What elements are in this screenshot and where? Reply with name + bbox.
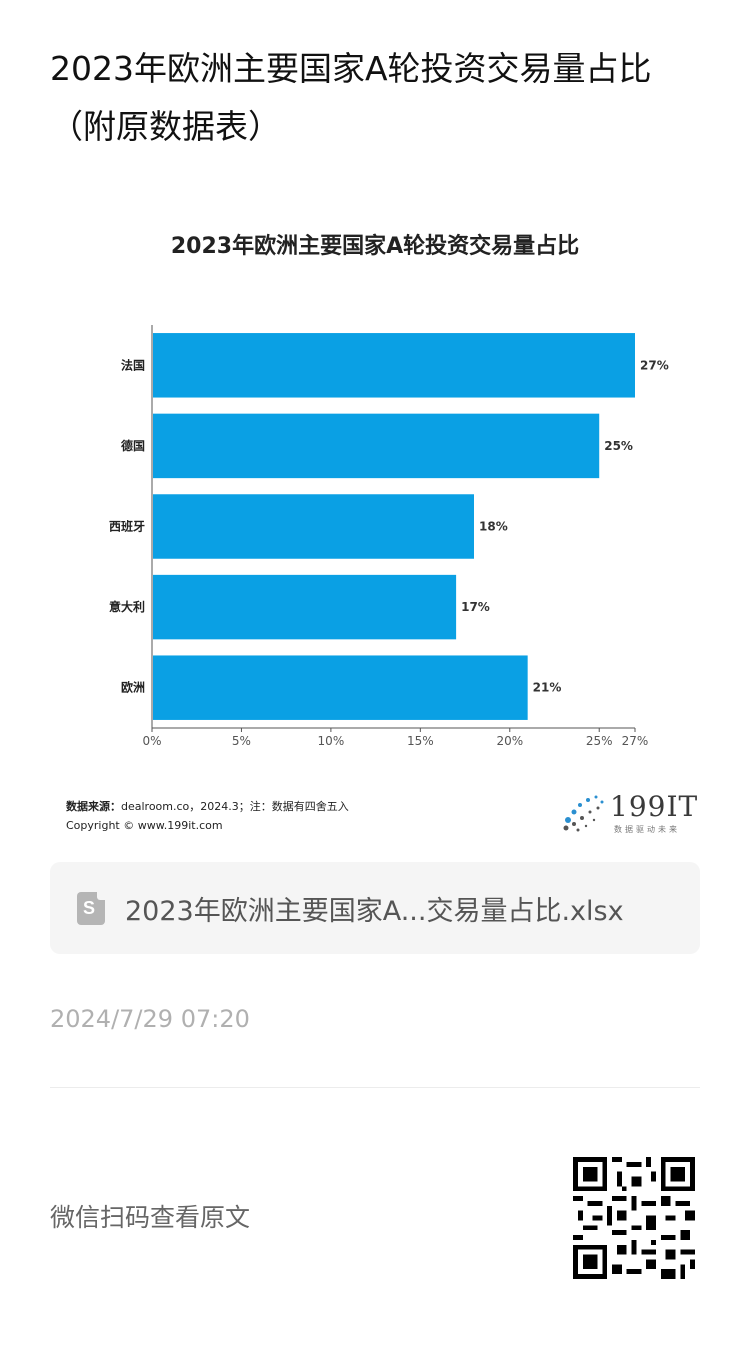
divider [50, 1087, 700, 1088]
x-tick-label: 25% [586, 734, 613, 748]
bar [153, 574, 457, 640]
chart-title: 2023年欧洲主要国家A轮投资交易量占比 [170, 234, 580, 259]
data-label: 17% [461, 600, 490, 614]
data-label: 27% [640, 358, 669, 372]
file-name: 2023年欧洲主要国家A...交易量占比.xlsx [125, 895, 624, 927]
data-source-label: 数据来源： [66, 800, 121, 813]
bar [153, 413, 600, 479]
bar-chart: 法国 27% 德国 25% 西班牙 18% 意大利 17% 欧洲 21% 0% 5% 10% 15% 20%… [109, 325, 669, 748]
copyright: Copyright © www.199it.com [66, 819, 223, 832]
bar [153, 655, 528, 720]
data-label: 25% [604, 439, 633, 453]
x-tick-label: 0% [142, 734, 161, 748]
spreadsheet-file-icon: S [77, 891, 105, 925]
data-source-text: dealroom.co，2024.3；注：数据有四舍五入 [121, 800, 349, 813]
category-label: 法国 [121, 357, 145, 372]
data-source: 数据来源：dealroom.co，2024.3；注：数据有四舍五入 [66, 798, 349, 814]
x-tick-label: 5% [232, 734, 251, 748]
data-label: 18% [479, 520, 508, 534]
category-label: 德国 [121, 438, 145, 453]
chart-image: 2023年欧洲主要国家A轮投资交易量占比 法国 27% 德国 25% 西班牙 18% 意大利… [50, 200, 710, 850]
bar [153, 494, 474, 559]
bar [153, 333, 635, 398]
category-label: 西班牙 [109, 519, 145, 534]
wechat-scan-text: 微信扫码查看原文 [50, 1203, 251, 1232]
x-tick-label: 10% [318, 734, 345, 748]
attachment-file-card[interactable]: S 2023年欧洲主要国家A...交易量占比.xlsx [50, 862, 700, 954]
logo-dots-icon [563, 795, 604, 832]
logo-subtitle: 数据驱动未来 [614, 825, 680, 834]
qr-code-icon[interactable] [573, 1157, 695, 1279]
x-tick-label: 20% [496, 734, 523, 748]
publish-timestamp: 2024/7/29 07:20 [50, 1005, 250, 1033]
category-label: 意大利 [109, 599, 145, 614]
x-tick-label: 15% [407, 734, 434, 748]
199it-logo: 199IT 数据驱动未来 [558, 790, 698, 836]
page-title: 2023年欧洲主要国家A轮投资交易量占比（附原数据表） [50, 49, 652, 146]
logo-text: 199IT [610, 790, 699, 823]
x-tick-label: 27% [622, 734, 649, 748]
data-label: 21% [533, 681, 562, 695]
category-label: 欧洲 [121, 680, 145, 695]
